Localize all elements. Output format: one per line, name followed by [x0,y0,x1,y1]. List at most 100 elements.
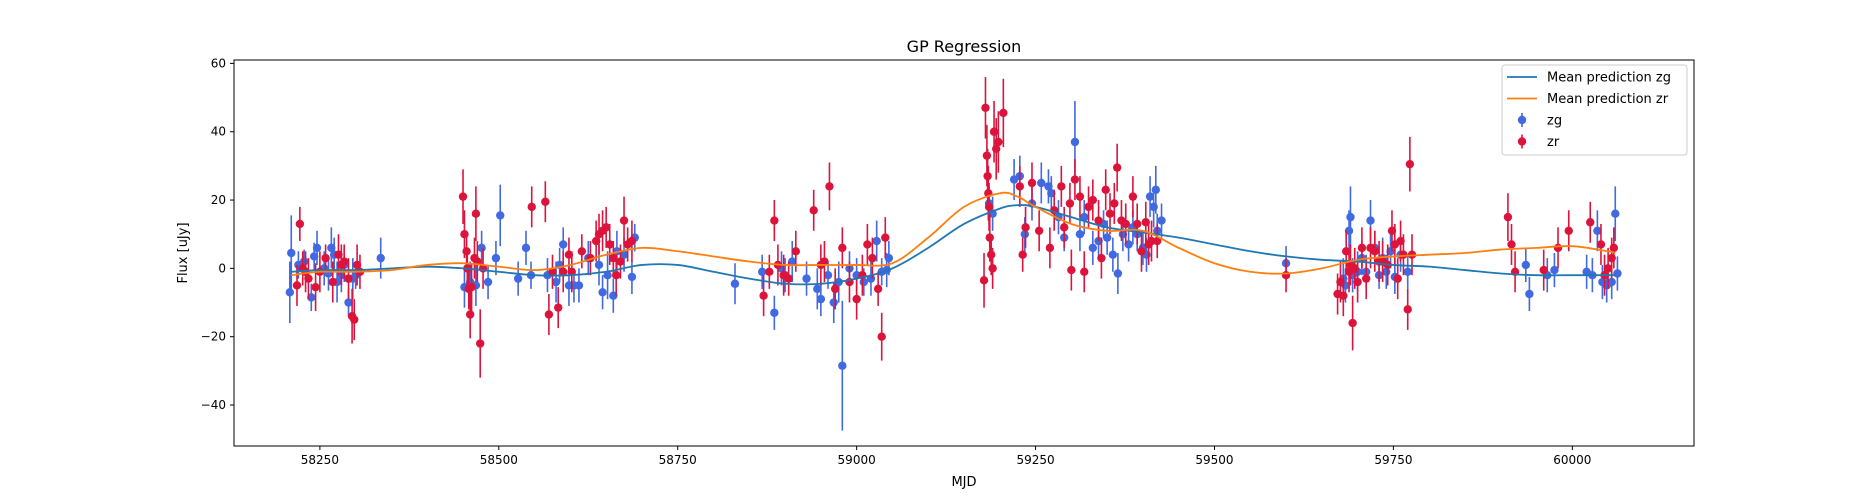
data-point [1121,219,1130,229]
data-point [1396,236,1405,246]
data-point [1339,291,1348,300]
y-tick-label: 20 [211,193,226,207]
data-point [605,240,614,249]
data-point [830,284,840,294]
data-point [1015,182,1025,191]
data-point [567,267,577,276]
data-point [304,274,313,283]
y-tick-label: 40 [211,125,226,139]
data-point [1059,223,1069,232]
y-axis: −40 −20 0 20 40 60 [201,56,234,412]
data-point [757,267,767,276]
plot-frame [233,59,1695,447]
line-mean-prediction-zg [291,204,1616,286]
data-point [823,271,833,280]
data-point [1609,243,1619,253]
data-point [838,243,847,253]
data-point [1151,185,1161,195]
data-point [1080,212,1089,222]
x-axis-label: MJD [951,475,976,490]
data-point [462,247,471,256]
data-point [1611,209,1620,218]
data-point [491,253,501,263]
data-point [985,233,994,242]
data-point [1088,195,1098,205]
data-point [1018,250,1027,259]
data-point [627,236,637,246]
data-point [292,281,302,290]
data-point [1596,240,1606,249]
data-point [1057,182,1066,191]
data-point [344,274,353,283]
legend-label: Mean prediction zr [1547,92,1669,107]
data-point [1586,218,1595,227]
data-point [784,274,793,283]
data-point [627,272,637,282]
data-point [770,308,779,317]
data-point [619,250,629,259]
data-point [1521,260,1531,270]
legend-point-marker [1517,115,1527,125]
data-point [559,240,568,249]
data-point [1525,289,1534,299]
data-point [984,202,994,212]
data-point [1065,199,1075,208]
data-point [521,243,531,253]
data-point [1593,226,1602,235]
data-point [285,288,295,297]
data-point [1387,226,1397,235]
data-point [1393,274,1402,283]
data-point [352,260,362,270]
data-point [295,219,305,229]
data-point [981,103,990,113]
data-point [311,282,320,292]
x-tick-label: 58750 [659,453,697,467]
data-point [577,247,587,256]
x-tick-label: 58250 [301,453,339,467]
data-point [1503,212,1513,222]
data-point [554,303,563,312]
data-point [1336,277,1345,287]
y-tick-label: −20 [201,330,226,344]
legend-label: zr [1547,135,1560,150]
data-point [809,206,818,215]
data-point [1357,243,1367,253]
data-point [1034,226,1044,235]
data-point [1149,202,1158,212]
data-point [1112,163,1122,172]
data-point [1405,159,1415,169]
data-point [609,253,618,263]
data-point [1070,137,1080,147]
data-point [1037,178,1046,188]
data-point [881,233,890,242]
data-point [601,223,611,232]
data-point [816,294,826,304]
data-point [496,211,505,220]
data-point [513,274,523,283]
data-point [591,236,601,246]
x-tick-label: 59750 [1374,453,1412,467]
data-point [765,267,774,276]
data-point [813,284,822,294]
data-point [1132,219,1142,229]
data-point [1105,209,1115,218]
data-point [1097,253,1106,263]
data-point [988,264,997,273]
data-point [873,284,883,294]
data-point [619,216,629,225]
data-point [1021,223,1030,232]
data-point [1157,216,1166,225]
data-point [802,274,811,283]
y-tick-label: 0 [218,261,226,275]
data-point [1281,271,1291,280]
data-point [992,144,1001,154]
data-point [548,267,557,276]
data-point [340,257,349,266]
data-point [1403,267,1412,276]
data-point [770,216,779,225]
data-point [328,277,337,287]
data-point [759,291,768,300]
data-point [1067,265,1076,275]
data-point [1027,178,1037,188]
chart-title: GP Regression [907,37,1022,56]
